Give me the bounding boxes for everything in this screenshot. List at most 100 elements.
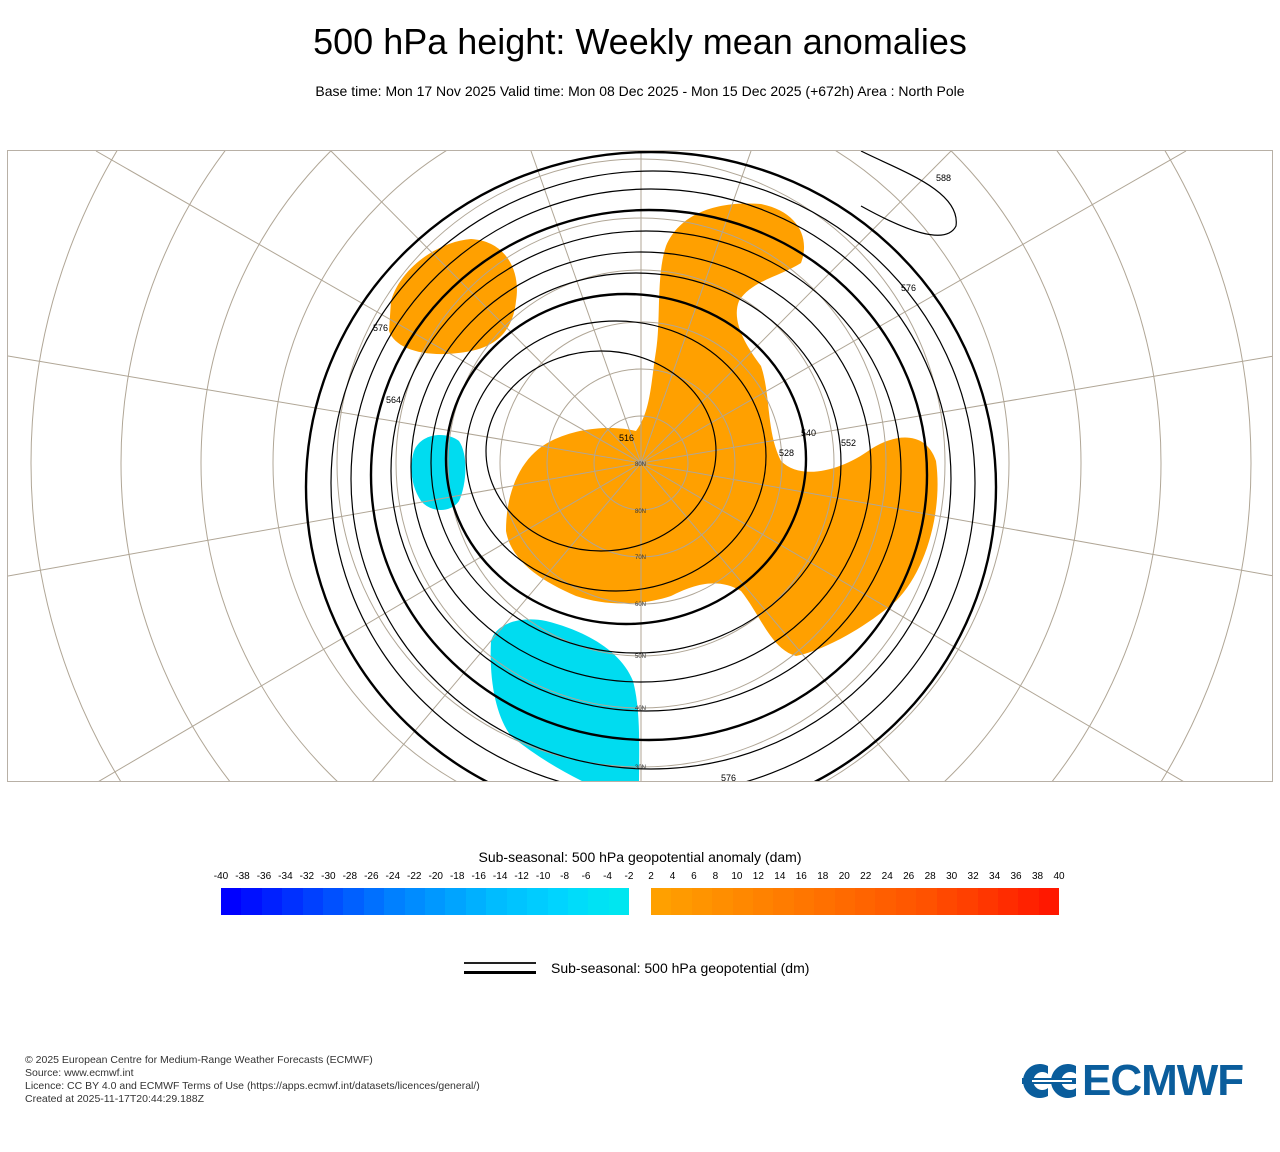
colorbar-tick: -28: [342, 871, 358, 882]
svg-text:552: 552: [841, 438, 856, 448]
colorbar-tick: 34: [989, 871, 1001, 882]
colorbar-swatch: [1038, 888, 1060, 915]
colorbar-swatch: [363, 888, 385, 915]
colorbar-tick: -26: [364, 871, 379, 882]
colorbar-tick: 20: [838, 871, 850, 882]
colorbar-tick: 40: [1053, 871, 1065, 882]
colorbar-positive: [651, 888, 1060, 915]
colorbar-swatch: [241, 888, 262, 915]
colorbar-tick: 6: [691, 871, 697, 882]
colorbar-tick: 24: [881, 871, 893, 882]
contour-legend-swatch: [464, 961, 536, 975]
colorbar-tick: 18: [817, 871, 829, 882]
svg-text:564: 564: [386, 395, 401, 405]
created-line: Created at 2025-11-17T20:44:29.188Z: [25, 1093, 205, 1105]
colorbar-swatch: [936, 888, 958, 915]
colorbar-swatch: [425, 888, 446, 915]
colorbar-tick: -10: [535, 871, 551, 882]
colorbar-swatch: [282, 888, 303, 915]
north-pole-map: 516 528 540 552 564 576 576 576 588 80N …: [7, 150, 1273, 782]
colorbar-swatch: [486, 888, 507, 915]
colorbar-swatch: [671, 888, 692, 915]
graticule: [8, 151, 1272, 781]
colorbar-swatch: [527, 888, 548, 915]
svg-text:576: 576: [373, 323, 388, 333]
colorbar-negative: [221, 888, 630, 915]
colorbar-swatch: [793, 888, 815, 915]
colorbar-swatch: [465, 888, 487, 915]
colorbar-swatch: [834, 888, 856, 915]
colorbar-tick: 36: [1010, 871, 1022, 882]
colorbar-tick: -24: [385, 871, 401, 882]
svg-text:50N: 50N: [635, 654, 646, 660]
source-line: Source: www.ecmwf.int: [25, 1067, 134, 1079]
colorbar-tick: -14: [492, 871, 508, 882]
contour-labels: 516 528 540 552 564 576 576 576 588: [373, 173, 951, 782]
colorbar-tick: 2: [648, 871, 654, 882]
colorbar-tick: 8: [712, 871, 719, 882]
colorbar-swatch: [855, 888, 876, 915]
colorbar-title: Sub-seasonal: 500 hPa geopotential anoma…: [478, 849, 802, 865]
colorbar-tick: 28: [924, 871, 936, 882]
svg-text:30N: 30N: [635, 765, 646, 771]
svg-text:588: 588: [936, 173, 951, 183]
colorbar-swatch: [445, 888, 466, 915]
svg-text:528: 528: [779, 448, 794, 458]
colorbar-tick: 30: [946, 871, 958, 882]
colorbar-swatch: [875, 888, 896, 915]
map-canvas: 516 528 540 552 564 576 576 576 588 80N …: [8, 151, 1272, 782]
negative-anomaly-areas: [411, 435, 640, 781]
colorbar-tick: 16: [795, 871, 807, 882]
colorbar-swatch: [916, 888, 937, 915]
colorbar-tick: -4: [603, 871, 612, 882]
colorbar-tick: -30: [321, 871, 336, 882]
colorbar-tick: -38: [235, 871, 250, 882]
svg-text:80N: 80N: [635, 462, 646, 468]
colorbar-swatch: [588, 888, 609, 915]
colorbar-swatch: [506, 888, 528, 915]
colorbar-swatch: [814, 888, 835, 915]
colorbar-swatch: [302, 888, 324, 915]
colorbar-swatch: [221, 888, 242, 915]
colorbar-swatch: [712, 888, 733, 915]
footer-credits: © 2025 European Centre for Medium-Range …: [25, 1054, 480, 1106]
copyright-line: © 2025 European Centre for Medium-Range …: [25, 1054, 373, 1066]
latitude-labels: 80N 80N 70N 60N 50N 40N 30N: [635, 462, 646, 771]
colorbar-swatch: [608, 888, 630, 915]
colorbar-swatch: [343, 888, 364, 915]
svg-text:70N: 70N: [635, 555, 646, 561]
contour-legend-label: Sub-seasonal: 500 hPa geopotential (dm): [551, 960, 810, 976]
colorbar-tick: -22: [407, 871, 422, 882]
svg-text:540: 540: [801, 428, 816, 438]
colorbar-swatch: [691, 888, 713, 915]
colorbar-tick: 10: [731, 871, 743, 882]
colorbar-ticks: -40 -38 -36 -34 -32 -30 -28 -26 -24 -22 -20 -18 -16-…: [0, 871, 1280, 883]
colorbar-tick: 14: [774, 871, 786, 882]
colorbar-tick: 12: [752, 871, 764, 882]
svg-text:60N: 60N: [635, 602, 646, 608]
ecmwf-logo-icon: [1022, 1064, 1076, 1098]
chart-subtitle: Base time: Mon 17 Nov 2025 Valid time: M…: [315, 83, 965, 99]
colorbar-swatch: [773, 888, 794, 915]
colorbar-swatch: [732, 888, 754, 915]
geopotential-contours: [304, 151, 998, 781]
colorbar-tick: -18: [449, 871, 465, 882]
colorbar-swatch: [404, 888, 426, 915]
colorbar-tick: 22: [860, 871, 872, 882]
ecmwf-logo-text: ECMWF: [1082, 1056, 1244, 1105]
colorbar-tick: 32: [967, 871, 979, 882]
chart-title: 500 hPa height: Weekly mean anomalies: [313, 21, 967, 62]
colorbar-swatch: [567, 888, 589, 915]
colorbar-tick: -32: [299, 871, 315, 882]
svg-text:576: 576: [721, 773, 736, 782]
colorbar-swatch: [753, 888, 774, 915]
colorbar-tick: -12: [514, 871, 529, 882]
colorbar-swatch: [957, 888, 978, 915]
colorbar-tick: -40: [213, 871, 229, 882]
svg-text:516: 516: [619, 433, 634, 443]
colorbar-tick: -34: [278, 871, 293, 882]
colorbar-tick: 38: [1031, 871, 1044, 882]
colorbar-swatch: [547, 888, 568, 915]
colorbar-tick: 26: [903, 871, 915, 882]
colorbar-tick: -36: [256, 871, 272, 882]
